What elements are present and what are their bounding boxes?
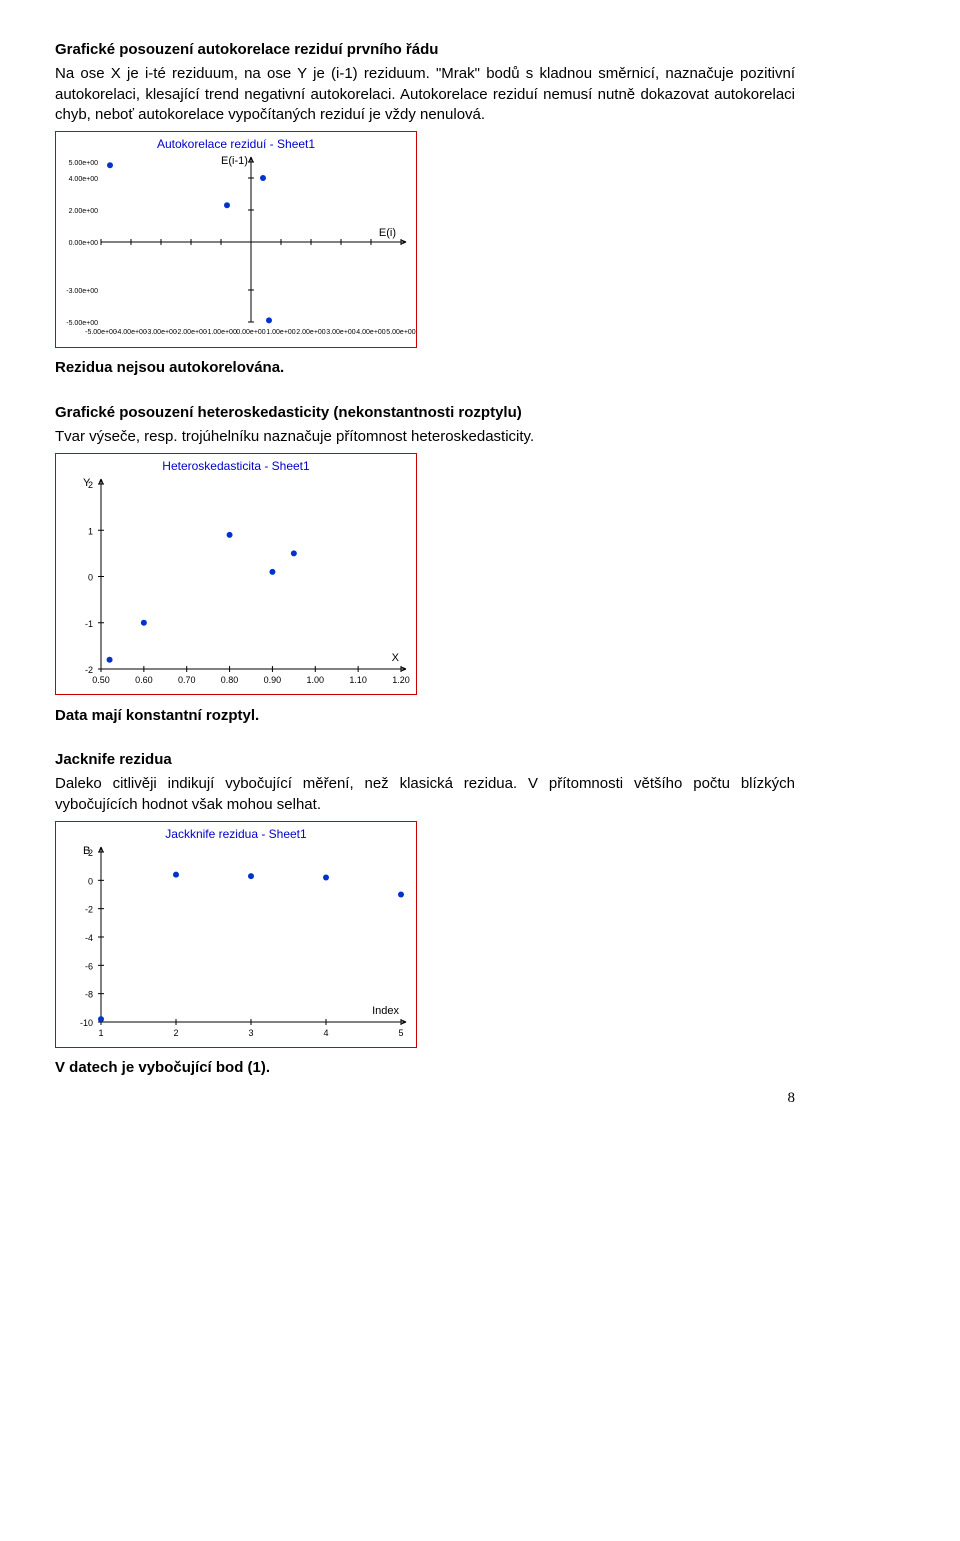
svg-text:0.00e+00: 0.00e+00: [236, 329, 265, 336]
svg-text:-1: -1: [85, 619, 93, 629]
svg-text:3: 3: [248, 1028, 253, 1038]
section1-conclusion: Rezidua nejsou autokorelována.: [55, 358, 795, 378]
svg-text:0.70: 0.70: [178, 675, 196, 685]
svg-text:2.00e+00: 2.00e+00: [296, 329, 325, 336]
svg-text:1.00e+00: 1.00e+00: [266, 329, 295, 336]
section3-text: Daleko citlivěji indikují vybočující měř…: [55, 774, 795, 815]
svg-text:-1.00e+00: -1.00e+00: [205, 329, 237, 336]
svg-text:5: 5: [398, 1028, 403, 1038]
chart-jackknife: Jackknife rezidua - Sheet1IndexB12345-10…: [55, 821, 417, 1048]
svg-text:E(i): E(i): [379, 227, 396, 239]
svg-text:Index: Index: [372, 1005, 399, 1017]
svg-text:-3.00e+00: -3.00e+00: [145, 329, 177, 336]
svg-text:1.20: 1.20: [392, 675, 410, 685]
svg-text:4: 4: [323, 1028, 328, 1038]
svg-text:0.50: 0.50: [92, 675, 110, 685]
svg-text:E(i-1): E(i-1): [221, 155, 248, 167]
svg-text:-2: -2: [85, 665, 93, 675]
svg-text:0.60: 0.60: [135, 675, 153, 685]
svg-text:-10: -10: [80, 1018, 93, 1028]
chart-autocorrelation: Autokorelace reziduí - Sheet1 E(i) E(i-1) -…: [55, 131, 417, 348]
svg-text:5.00e+00: 5.00e+00: [386, 329, 415, 336]
svg-text:-2: -2: [85, 904, 93, 914]
svg-text:1.10: 1.10: [349, 675, 367, 685]
svg-text:4.00e+00: 4.00e+00: [69, 176, 98, 183]
svg-text:1: 1: [98, 1028, 103, 1038]
svg-text:-3.00e+00: -3.00e+00: [66, 288, 98, 295]
chart-heteroskedasticity: Heteroskedasticita - Sheet1XY0.500.600.7…: [55, 453, 417, 695]
svg-text:2.00e+00: 2.00e+00: [69, 208, 98, 215]
section2-heading: Grafické posouzení heteroskedasticity (n…: [55, 403, 795, 423]
svg-text:0.90: 0.90: [264, 675, 282, 685]
svg-text:-5.00e+00: -5.00e+00: [85, 329, 117, 336]
section1-text: Na ose X je i-té reziduum, na ose Y je (…: [55, 64, 795, 125]
svg-text:0.80: 0.80: [221, 675, 239, 685]
section3-conclusion: V datech je vybočující bod (1).: [55, 1058, 795, 1078]
page-number: 8: [55, 1088, 795, 1108]
svg-text:-5.00e+00: -5.00e+00: [66, 320, 98, 327]
svg-text:Jackknife rezidua - Sheet1: Jackknife rezidua - Sheet1: [165, 827, 307, 841]
svg-text:Heteroskedasticita - Sheet1: Heteroskedasticita - Sheet1: [162, 459, 310, 473]
svg-text:0: 0: [88, 573, 93, 583]
svg-text:2: 2: [88, 480, 93, 490]
svg-text:5.00e+00: 5.00e+00: [69, 160, 98, 167]
svg-text:4.00e+00: 4.00e+00: [356, 329, 385, 336]
svg-text:0: 0: [88, 876, 93, 886]
section2-conclusion: Data mají konstantní rozptyl.: [55, 706, 795, 726]
svg-text:1: 1: [88, 527, 93, 537]
svg-text:-8: -8: [85, 989, 93, 999]
svg-text:Autokorelace reziduí - Sheet1: Autokorelace reziduí - Sheet1: [157, 137, 315, 151]
section3-heading: Jacknife rezidua: [55, 750, 795, 770]
section2-text: Tvar výseče, resp. trojúhelníku naznačuj…: [55, 427, 795, 447]
svg-text:2: 2: [173, 1028, 178, 1038]
svg-text:2: 2: [88, 848, 93, 858]
svg-text:-2.00e+00: -2.00e+00: [175, 329, 207, 336]
svg-text:-6: -6: [85, 961, 93, 971]
svg-text:X: X: [392, 652, 400, 664]
section1-heading: Grafické posouzení autokorelace reziduí …: [55, 40, 795, 60]
svg-text:-4.00e+00: -4.00e+00: [115, 329, 147, 336]
svg-text:3.00e+00: 3.00e+00: [326, 329, 355, 336]
svg-text:1.00: 1.00: [307, 675, 325, 685]
svg-text:0.00e+00: 0.00e+00: [69, 240, 98, 247]
svg-text:-4: -4: [85, 933, 93, 943]
